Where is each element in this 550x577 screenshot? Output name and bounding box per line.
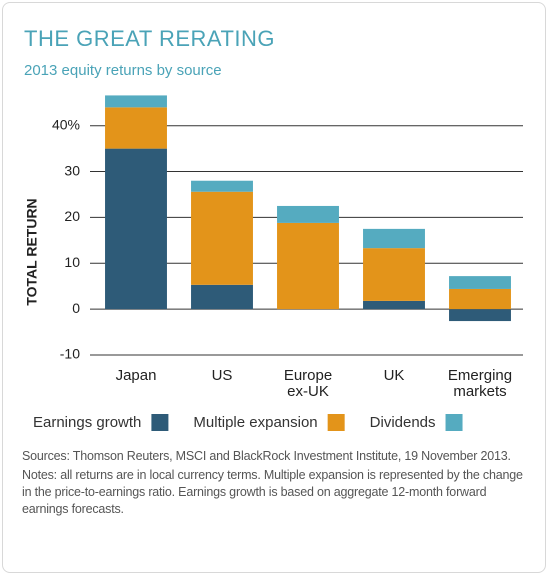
chart-title: THE GREAT RERATING [24, 26, 275, 51]
x-tick-label: UK [384, 367, 405, 384]
legend-label: Dividends [370, 414, 436, 431]
chart: THE GREAT RERATING 2013 equity returns b… [24, 26, 523, 431]
bar-segment [191, 284, 253, 310]
x-tick-label: Japan [116, 367, 157, 384]
bar-segment [363, 248, 425, 301]
legend-label: Multiple expansion [193, 414, 317, 431]
x-tick-label: US [212, 367, 233, 384]
bar-segment [363, 300, 425, 310]
bar-segment [449, 288, 511, 310]
legend-swatch [151, 414, 169, 431]
bar-segment [449, 276, 511, 289]
bar-segment [277, 222, 339, 310]
y-tick-label: 0 [72, 300, 80, 316]
y-axis-label: TOTAL RETURN [24, 198, 40, 305]
x-tick-label: Emerging markets [448, 367, 512, 400]
y-tick-label: 40% [52, 116, 80, 132]
legend-swatch [445, 414, 463, 431]
bar-segment [363, 228, 425, 249]
bar-segment [191, 191, 253, 285]
bar-segment [105, 95, 167, 108]
notes: Sources: Thomson Reuters, MSCI and Black… [22, 448, 532, 520]
y-tick-label: -10 [60, 346, 80, 362]
bar-segment [191, 180, 253, 192]
y-tick-label: 20 [64, 208, 80, 224]
bar-segment [105, 148, 167, 310]
frame [2, 2, 546, 573]
bar-segment [449, 309, 511, 322]
chart-subtitle: 2013 equity returns by source [24, 62, 222, 79]
note: Sources: Thomson Reuters, MSCI and Black… [22, 449, 511, 463]
x-tick-label: Europe ex-UK [284, 367, 332, 400]
bar-segment [277, 205, 339, 223]
note: Notes: all returns are in local currency… [22, 468, 523, 516]
legend-swatch [327, 414, 345, 431]
legend-label: Earnings growth [33, 414, 141, 431]
y-tick-label: 10 [64, 254, 80, 270]
y-tick-label: 30 [64, 162, 80, 178]
bar-segment [105, 107, 167, 149]
